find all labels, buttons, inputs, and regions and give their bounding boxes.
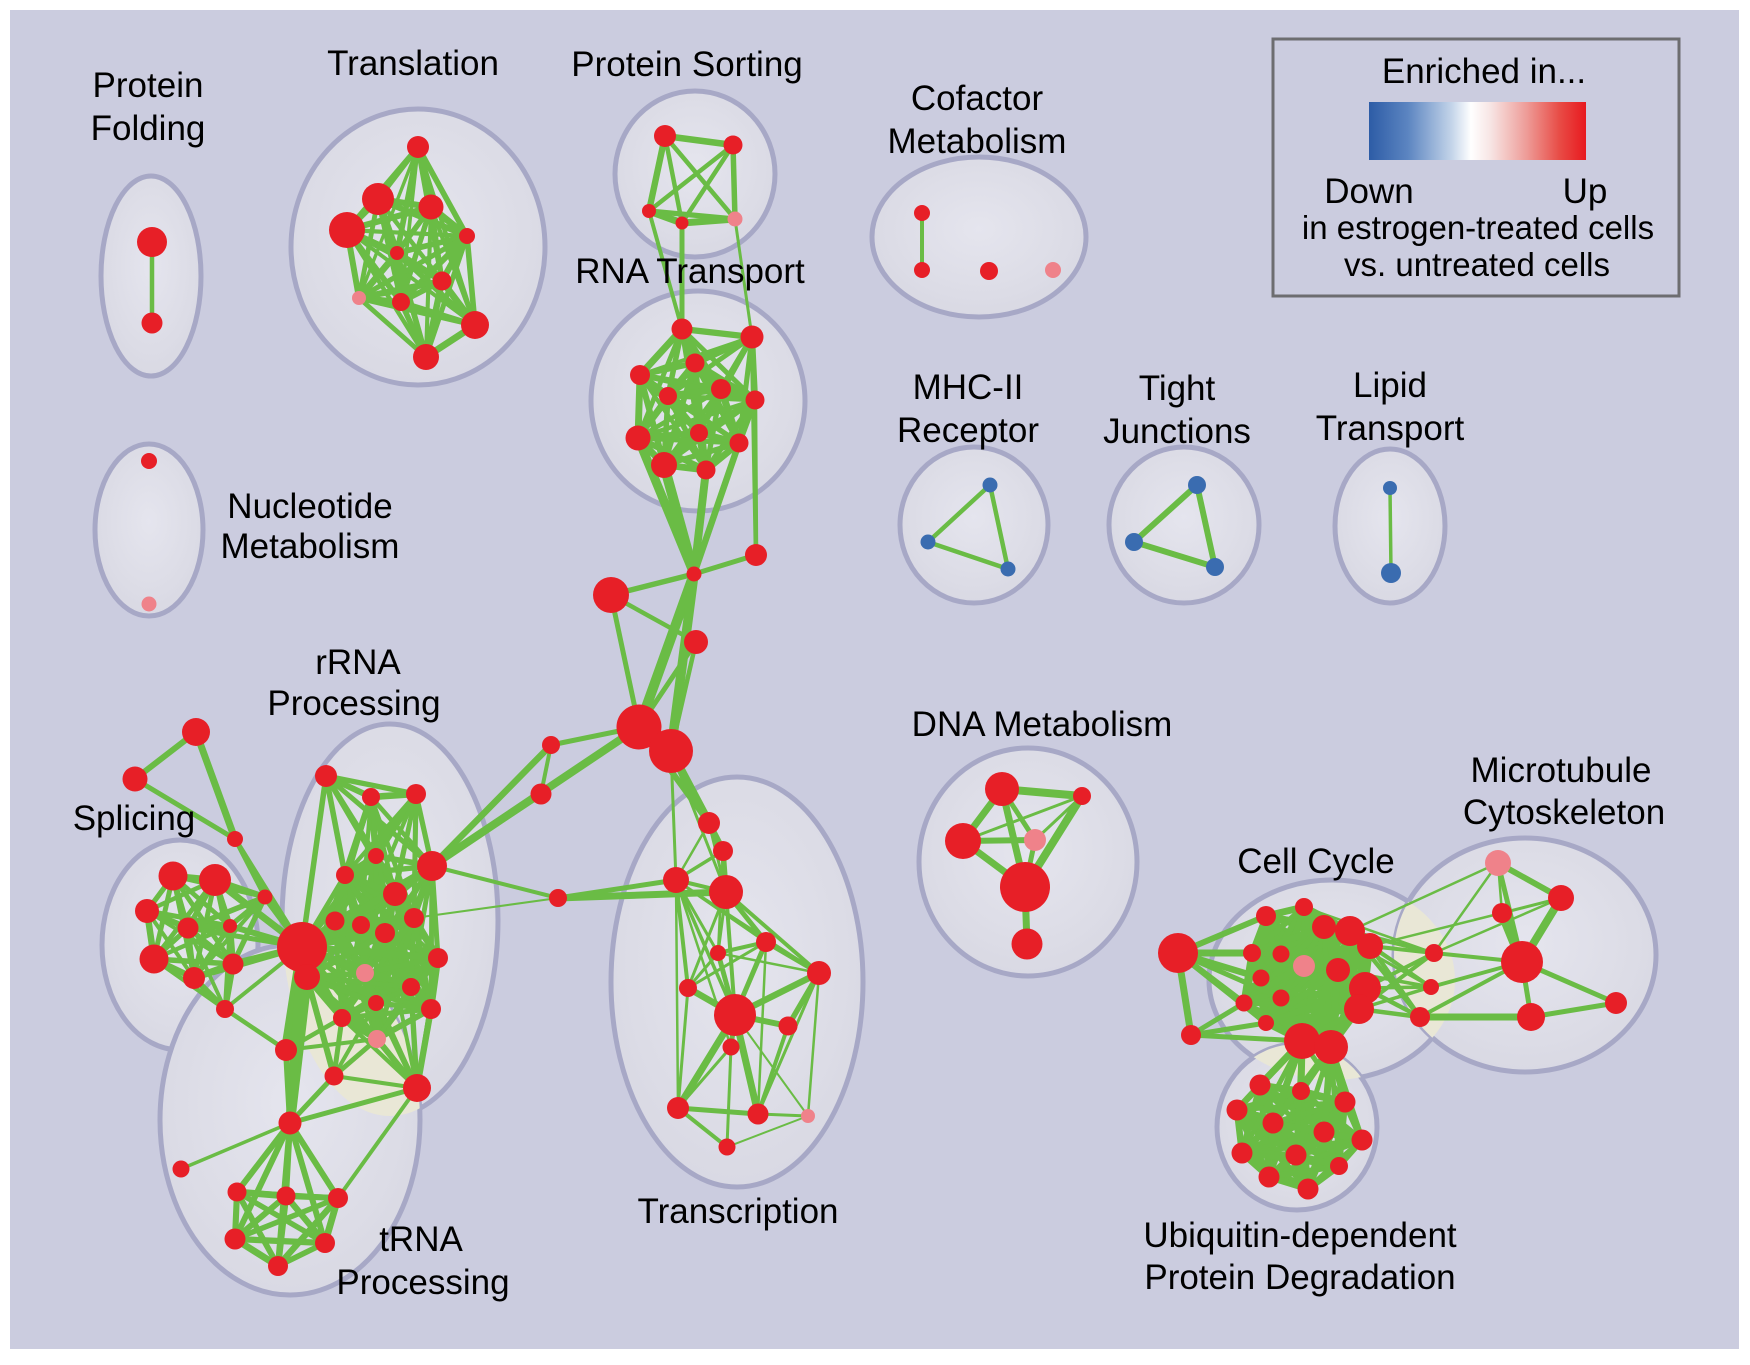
svg-text:Up: Up — [1563, 172, 1608, 211]
svg-text:MHC-II: MHC-II — [913, 368, 1024, 407]
svg-text:Junctions: Junctions — [1103, 412, 1251, 451]
svg-text:Metabolism: Metabolism — [888, 122, 1067, 161]
svg-text:Transport: Transport — [1316, 409, 1465, 448]
svg-text:vs. untreated cells: vs. untreated cells — [1344, 246, 1610, 283]
svg-text:Cell Cycle: Cell Cycle — [1237, 842, 1395, 881]
svg-text:Protein Sorting: Protein Sorting — [571, 45, 803, 84]
svg-text:Splicing: Splicing — [73, 799, 196, 838]
svg-text:Microtubule: Microtubule — [1471, 751, 1652, 790]
svg-text:Folding: Folding — [91, 109, 206, 148]
svg-text:Lipid: Lipid — [1353, 366, 1427, 405]
svg-text:DNA Metabolism: DNA Metabolism — [912, 705, 1173, 744]
svg-text:in estrogen-treated cells: in estrogen-treated cells — [1302, 209, 1654, 246]
svg-text:Enriched in...: Enriched in... — [1382, 52, 1586, 91]
svg-text:Processing: Processing — [267, 684, 440, 723]
svg-text:Processing: Processing — [336, 1263, 509, 1302]
svg-text:Protein Degradation: Protein Degradation — [1144, 1258, 1455, 1297]
svg-text:Metabolism: Metabolism — [221, 527, 400, 566]
svg-text:Translation: Translation — [327, 44, 499, 83]
svg-text:Tight: Tight — [1139, 369, 1216, 408]
svg-text:Cofactor: Cofactor — [911, 79, 1044, 118]
svg-text:Nucleotide: Nucleotide — [227, 487, 392, 526]
svg-text:rRNA: rRNA — [315, 643, 401, 682]
svg-text:Cytoskeleton: Cytoskeleton — [1463, 793, 1665, 832]
svg-text:Receptor: Receptor — [897, 411, 1039, 450]
svg-text:Protein: Protein — [93, 66, 204, 105]
svg-text:RNA Transport: RNA Transport — [575, 252, 805, 291]
svg-text:Ubiquitin-dependent: Ubiquitin-dependent — [1143, 1216, 1457, 1255]
svg-text:tRNA: tRNA — [379, 1220, 463, 1259]
svg-text:Transcription: Transcription — [638, 1192, 839, 1231]
svg-text:Down: Down — [1324, 172, 1413, 211]
